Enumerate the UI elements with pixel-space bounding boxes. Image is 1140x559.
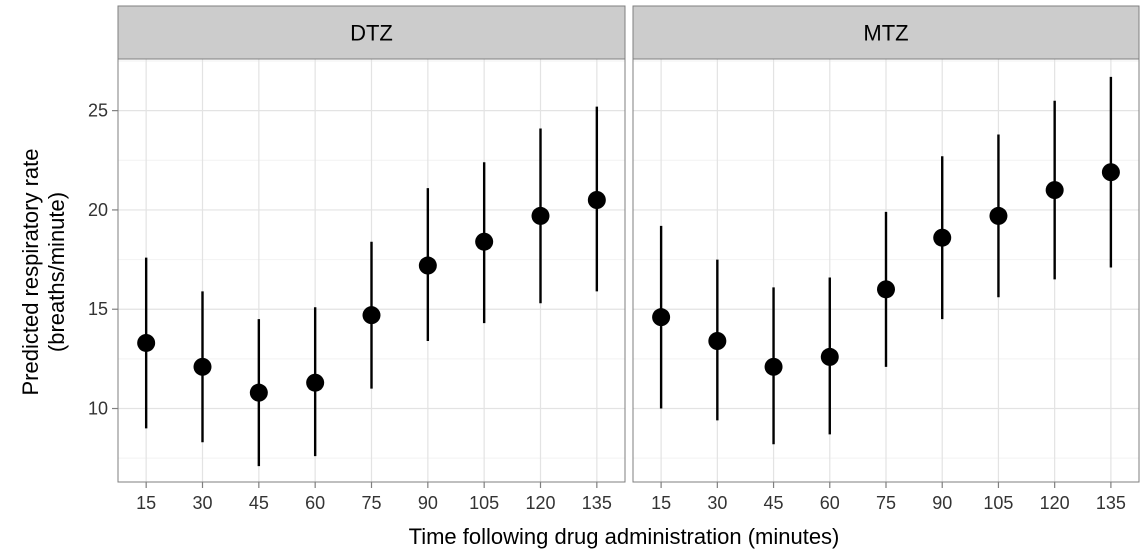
x-tick-label: 120 — [525, 493, 555, 513]
facet-strip-label: DTZ — [350, 21, 393, 46]
data-point — [137, 333, 156, 352]
data-point — [1101, 163, 1120, 182]
data-point — [249, 383, 268, 402]
data-point — [708, 332, 727, 350]
data-point — [764, 357, 783, 376]
y-axis-title-line1: Predicted respiratory rate — [18, 149, 43, 396]
x-tick-label: 135 — [1096, 493, 1126, 513]
y-tick-label: 25 — [88, 101, 108, 121]
data-point — [1045, 181, 1064, 200]
y-tick-label: 15 — [88, 299, 108, 319]
y-axis-title-line2: (breaths/minute) — [44, 192, 69, 352]
x-tick-label: 15 — [651, 493, 671, 513]
y-tick-label: 20 — [88, 200, 108, 220]
x-tick-label: 90 — [418, 493, 438, 513]
data-point — [933, 228, 952, 247]
facet-strip — [117, 5, 626, 60]
data-point — [475, 232, 494, 251]
x-tick-label: 45 — [764, 493, 784, 513]
facet-strip — [632, 5, 1140, 60]
data-point — [989, 206, 1008, 225]
x-tick-label: 105 — [983, 493, 1013, 513]
x-tick-label: 30 — [192, 493, 212, 513]
x-tick-label: 30 — [707, 493, 727, 513]
x-axis-title: Time following drug administration (minu… — [409, 524, 840, 549]
data-point — [531, 206, 550, 225]
y-tick-label: 10 — [88, 399, 108, 419]
x-tick-label: 45 — [249, 493, 269, 513]
data-point — [587, 191, 606, 209]
data-point — [306, 373, 325, 392]
x-tick-label: 90 — [932, 493, 952, 513]
x-tick-label: 135 — [582, 493, 612, 513]
x-tick-label: 75 — [876, 493, 896, 513]
data-point — [877, 280, 895, 299]
data-point — [418, 256, 437, 275]
facet-strip-label: MTZ — [863, 21, 908, 46]
data-point — [820, 347, 839, 366]
panel-mtz: MTZ 15 30 45 60 75 90 105 120 135 — [632, 5, 1140, 513]
x-tick-label: 105 — [469, 493, 499, 513]
x-tick-label: 120 — [1040, 493, 1070, 513]
x-tick-label: 75 — [361, 493, 381, 513]
panel-dtz: DTZ 15 30 45 60 75 90 105 120 135 — [117, 5, 626, 513]
x-tick-label: 15 — [136, 493, 156, 513]
data-point — [193, 357, 212, 376]
data-point — [652, 308, 671, 327]
x-tick-label: 60 — [305, 493, 325, 513]
x-tick-label: 60 — [820, 493, 840, 513]
data-point — [362, 306, 381, 325]
